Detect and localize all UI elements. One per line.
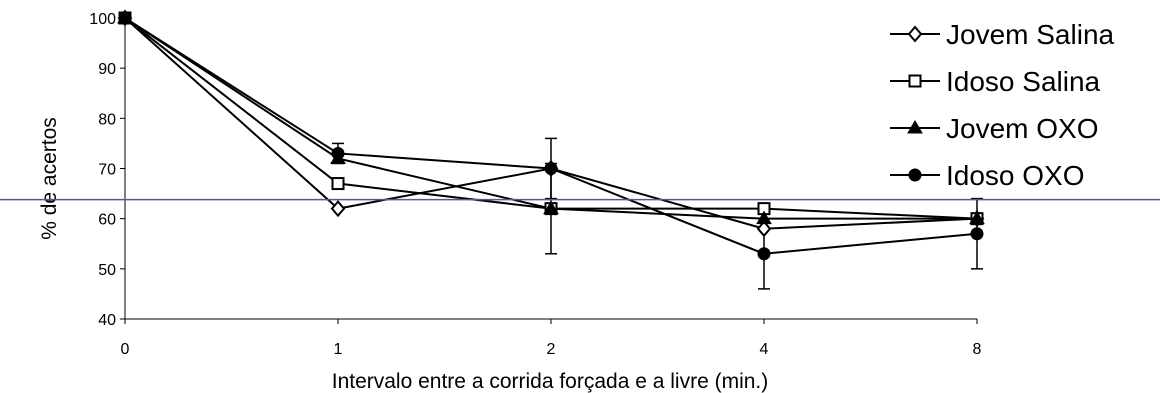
- legend-label: Jovem Salina: [946, 19, 1115, 50]
- y-axis-title: % de acertos: [38, 117, 61, 240]
- series-markers: [117, 9, 985, 261]
- y-tick-label: 60: [98, 212, 116, 229]
- legend-marker: [908, 168, 922, 182]
- legend-marker: [907, 120, 923, 134]
- y-tick-label: 100: [89, 11, 116, 28]
- legend-label: Jovem OXO: [946, 113, 1098, 144]
- x-tick-label: 2: [547, 341, 556, 358]
- legend-marker: [907, 25, 923, 43]
- x-tick-label: 4: [760, 341, 769, 358]
- y-tick-label: 50: [98, 262, 116, 279]
- data-point: [756, 220, 772, 238]
- axes: 40 50 60 70 80 90 100 0 1 2 4 8 Intervalo entre a co…: [38, 11, 982, 393]
- x-tick-label: 0: [121, 341, 130, 358]
- data-point: [756, 210, 772, 225]
- x-tick-label: 1: [334, 341, 343, 358]
- y-tick-label: 70: [98, 162, 116, 179]
- data-point: [331, 177, 345, 191]
- legend-label: Idoso Salina: [946, 66, 1101, 97]
- y-tick-label: 40: [98, 312, 116, 329]
- legend-marker: [908, 74, 922, 88]
- legend: Jovem Salina Idoso Salina Jovem OXO Idoso O…: [890, 19, 1115, 191]
- data-point: [543, 200, 559, 215]
- data-point: [757, 247, 771, 261]
- data-point: [544, 162, 558, 175]
- data-point: [969, 210, 985, 225]
- data-point: [118, 11, 132, 25]
- y-tick-label: 90: [98, 61, 116, 78]
- x-tick-label: 8: [973, 341, 982, 358]
- data-point: [970, 227, 984, 241]
- data-point: [330, 200, 346, 218]
- y-tick-label: 80: [98, 111, 116, 128]
- legend-label: Idoso OXO: [946, 160, 1085, 191]
- data-point: [331, 146, 345, 160]
- x-axis-title: Intervalo entre a corrida forçada e a li…: [332, 370, 769, 393]
